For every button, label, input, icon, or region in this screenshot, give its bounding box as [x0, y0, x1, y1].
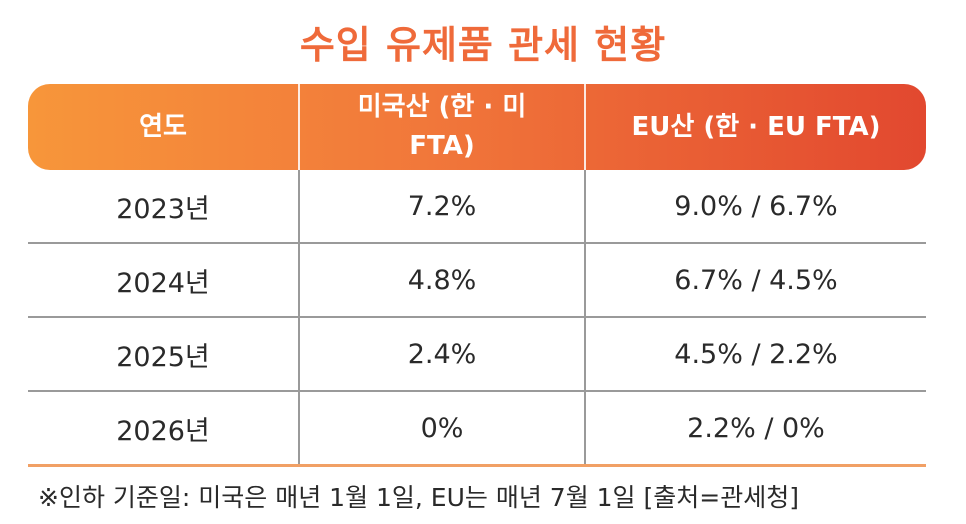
eu-tariff-cell: 4.5% / 2.2%	[584, 318, 926, 390]
year-cell: 2024년	[116, 267, 210, 299]
year-cell: 2023년	[116, 193, 210, 225]
eu-tariff-cell: 2.2% / 0%	[584, 392, 926, 464]
table-header: 연도 미국산 (한 · 미 FTA) EU산 (한 · EU FTA)	[28, 84, 926, 170]
us-tariff-cell: 2.4%	[298, 318, 584, 390]
tariff-table: 연도 미국산 (한 · 미 FTA) EU산 (한 · EU FTA) 2023…	[28, 84, 926, 467]
year-cell: 2025년	[116, 341, 210, 373]
table-row: 2023년 7.2% 9.0% / 6.7%	[28, 170, 926, 244]
footnote: ※인하 기준일: 미국은 매년 1월 1일, EU는 매년 7월 1일 [출처=…	[38, 483, 799, 512]
table-body: 2023년 7.2% 9.0% / 6.7% 2024년 4.8% 6.7% /…	[28, 170, 926, 467]
header-us: 미국산 (한 · 미 FTA)	[298, 84, 584, 170]
table-row: 2025년 2.4% 4.5% / 2.2%	[28, 318, 926, 392]
page-title: 수입 유제품 관세 현황	[299, 23, 667, 67]
header-us-line1: 미국산 (한 · 미	[357, 92, 527, 122]
table-row: 2024년 4.8% 6.7% / 4.5%	[28, 244, 926, 318]
us-tariff-cell: 4.8%	[298, 244, 584, 316]
eu-tariff-cell: 6.7% / 4.5%	[584, 244, 926, 316]
us-tariff-cell: 0%	[298, 392, 584, 464]
header-year: 연도	[139, 111, 187, 142]
header-eu: EU산 (한 · EU FTA)	[584, 84, 926, 170]
year-cell: 2026년	[116, 415, 210, 447]
eu-tariff-cell: 9.0% / 6.7%	[584, 170, 926, 242]
table-row: 2026년 0% 2.2% / 0%	[28, 392, 926, 467]
header-us-line2: FTA)	[409, 131, 475, 161]
us-tariff-cell: 7.2%	[298, 170, 584, 242]
